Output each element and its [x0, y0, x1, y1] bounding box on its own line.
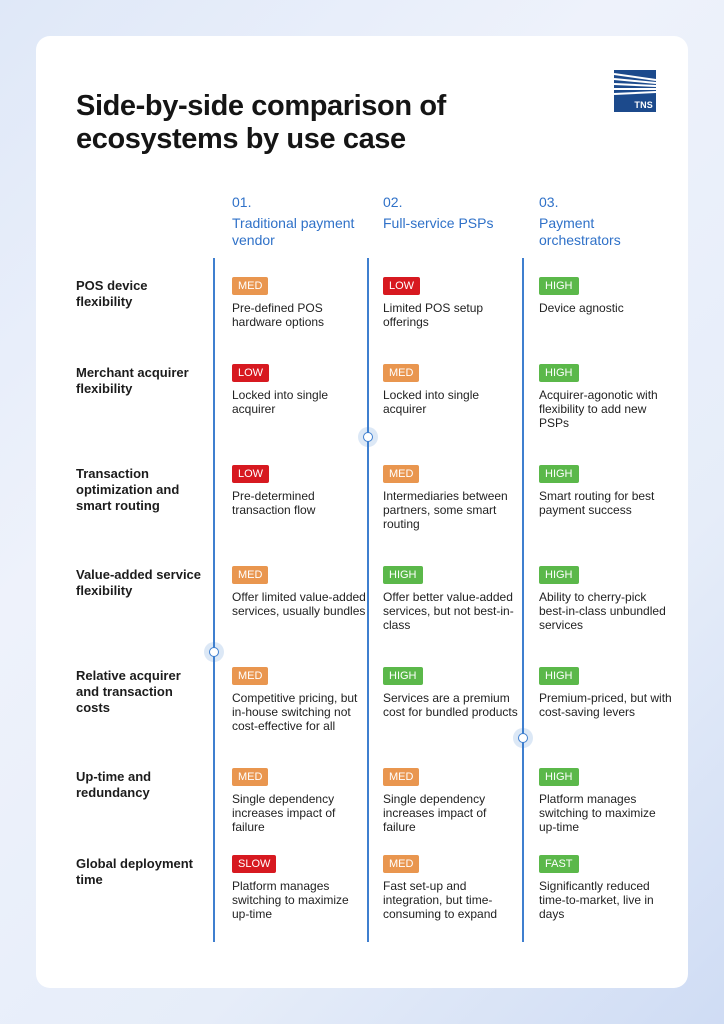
- comparison-cell: HIGH Platform manages switching to maximi…: [539, 767, 674, 834]
- comparison-cell: HIGH Services are a premium cost for bund…: [383, 666, 518, 719]
- timeline-dot: [209, 647, 219, 657]
- column-number: 02.: [383, 194, 403, 210]
- rating-badge: MED: [383, 465, 420, 483]
- rating-badge: HIGH: [539, 566, 579, 584]
- comparison-cell: MED Locked into single acquirer: [383, 363, 518, 416]
- comparison-cell: MED Intermediaries between partners, some…: [383, 464, 518, 531]
- rating-badge: LOW: [232, 465, 270, 483]
- comparison-cell: LOW Limited POS setup offerings: [383, 276, 518, 329]
- comparison-cell: MED Single dependency increases impact of…: [232, 767, 367, 834]
- cell-description: Platform manages switching to maximize u…: [539, 792, 656, 834]
- rating-badge: HIGH: [539, 277, 579, 295]
- comparison-cell: HIGH Acquirer-agonotic with flexibility t…: [539, 363, 674, 430]
- cell-description: Single dependency increases impact of fa…: [383, 792, 487, 834]
- logo-text: TNS: [634, 100, 653, 110]
- logo-stripes-icon: [614, 73, 656, 95]
- cell-description: Fast set-up and integration, but time-co…: [383, 879, 498, 921]
- row-label: Relative acquirer and transaction costs: [76, 668, 181, 715]
- cell-description: Locked into single acquirer: [232, 388, 329, 416]
- column-header-orchestrators: 03. Payment orchestrators: [539, 194, 679, 249]
- row-label: Value-added service flexibility: [76, 567, 202, 598]
- timeline-dot: [518, 733, 528, 743]
- row-label: Up-time and redundancy: [76, 769, 152, 800]
- rating-badge: HIGH: [539, 465, 579, 483]
- comparison-cell: HIGH Ability to cherry-pick best-in-class…: [539, 565, 674, 632]
- column-name: Traditional payment vendor: [232, 215, 355, 248]
- row-label: Merchant acquirer flexibility: [76, 365, 189, 396]
- row-label: Transaction optimization and smart routi…: [76, 466, 180, 513]
- cell-description: Pre-determined transaction flow: [232, 489, 316, 517]
- comparison-cell: MED Pre-defined POS hardware options: [232, 276, 367, 329]
- cell-description: Single dependency increases impact of fa…: [232, 792, 336, 834]
- comparison-cell: MED Fast set-up and integration, but time…: [383, 854, 518, 921]
- rating-badge: MED: [232, 277, 269, 295]
- timeline-line: [522, 258, 524, 942]
- rating-badge: HIGH: [383, 667, 423, 685]
- rating-badge: MED: [383, 364, 420, 382]
- row-label: POS device flexibility: [76, 278, 148, 309]
- rating-badge: LOW: [232, 364, 270, 382]
- cell-description: Offer limited value-added services, usua…: [232, 590, 366, 618]
- comparison-cell: MED Competitive pricing, but in-house swi…: [232, 666, 367, 733]
- rating-badge: MED: [232, 768, 269, 786]
- rating-badge: MED: [383, 768, 420, 786]
- cell-description: Premium-priced, but with cost-saving lev…: [539, 691, 672, 719]
- timeline-line: [367, 258, 369, 942]
- comparison-cell: HIGH Offer better value-added services, b…: [383, 565, 518, 632]
- page-title: Side-by-side comparison of ecosystems by…: [76, 90, 446, 155]
- timeline-dot: [363, 432, 373, 442]
- column-number: 03.: [539, 194, 559, 210]
- cell-description: Platform manages switching to maximize u…: [232, 879, 349, 921]
- rating-badge: HIGH: [539, 364, 579, 382]
- rating-badge: MED: [232, 667, 269, 685]
- comparison-cell: HIGH Device agnostic: [539, 276, 674, 315]
- comparison-cell: LOW Locked into single acquirer: [232, 363, 367, 416]
- column-header-traditional: 01. Traditional payment vendor: [232, 194, 372, 249]
- column-header-full-service: 02. Full-service PSPs: [383, 194, 523, 232]
- column-name: Full-service PSPs: [383, 215, 494, 231]
- rating-badge: LOW: [383, 277, 421, 295]
- rating-badge: SLOW: [232, 855, 277, 873]
- cell-description: Ability to cherry-pick best-in-class unb…: [539, 590, 666, 632]
- comparison-cell: SLOW Platform manages switching to maximi…: [232, 854, 367, 921]
- cell-description: Pre-defined POS hardware options: [232, 301, 325, 329]
- cell-description: Significantly reduced time-to-market, li…: [539, 879, 654, 921]
- comparison-cell: HIGH Premium-priced, but with cost-saving…: [539, 666, 674, 719]
- comparison-cell: FAST Significantly reduced time-to-market…: [539, 854, 674, 921]
- cell-description: Offer better value-added services, but n…: [383, 590, 514, 632]
- row-label: Global deployment time: [76, 856, 194, 887]
- cell-description: Acquirer-agonotic with flexibility to ad…: [539, 388, 658, 430]
- cell-description: Services are a premium cost for bundled …: [383, 691, 518, 719]
- rating-badge: FAST: [539, 855, 579, 873]
- cell-description: Locked into single acquirer: [383, 388, 480, 416]
- rating-badge: HIGH: [383, 566, 423, 584]
- rating-badge: MED: [232, 566, 269, 584]
- timeline-line: [213, 258, 215, 942]
- tns-logo-icon: TNS: [614, 70, 656, 112]
- comparison-card: TNS Side-by-side comparison of ecosystem…: [36, 36, 688, 988]
- cell-description: Competitive pricing, but in-house switch…: [232, 691, 358, 733]
- column-number: 01.: [232, 194, 252, 210]
- column-name: Payment orchestrators: [539, 215, 621, 248]
- rating-badge: HIGH: [539, 768, 579, 786]
- comparison-cell: MED Offer limited value-added services, u…: [232, 565, 367, 618]
- cell-description: Device agnostic: [539, 301, 624, 315]
- cell-description: Intermediaries between partners, some sm…: [383, 489, 508, 531]
- rating-badge: MED: [383, 855, 420, 873]
- cell-description: Smart routing for best payment success: [539, 489, 655, 517]
- rating-badge: HIGH: [539, 667, 579, 685]
- cell-description: Limited POS setup offerings: [383, 301, 484, 329]
- comparison-cell: HIGH Smart routing for best payment succe…: [539, 464, 674, 517]
- comparison-cell: MED Single dependency increases impact of…: [383, 767, 518, 834]
- comparison-cell: LOW Pre-determined transaction flow: [232, 464, 367, 517]
